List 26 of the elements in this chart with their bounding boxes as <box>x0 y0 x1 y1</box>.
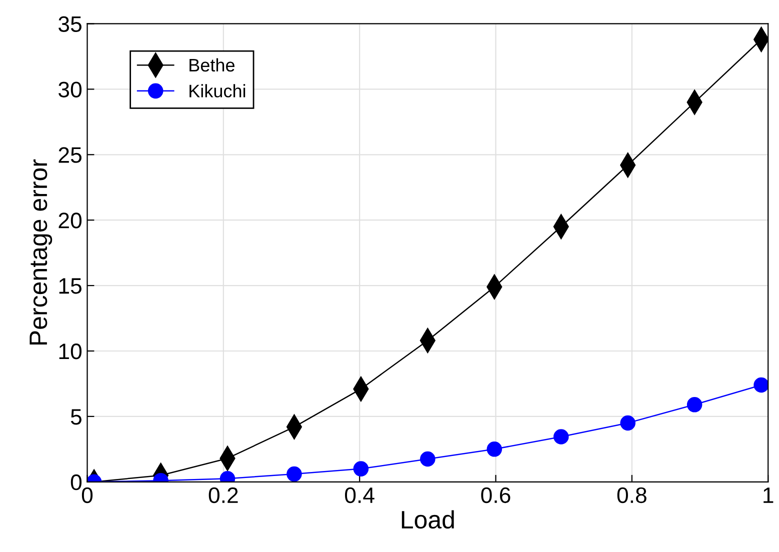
point <box>420 451 436 467</box>
x-tick-label: 0.4 <box>345 487 374 504</box>
y-tick-label: 35 <box>58 16 82 32</box>
point <box>353 461 369 476</box>
x-tick-label: 1 <box>764 488 774 503</box>
x-tick-label: 0.6 <box>481 487 510 504</box>
y-tick-label: 10 <box>59 344 82 360</box>
x-tick-label: 0 <box>82 487 93 504</box>
y-tick-label: 5 <box>70 409 82 425</box>
y-tick-label: 20 <box>58 212 82 228</box>
y-tick-label: 30 <box>58 82 82 98</box>
point <box>754 377 768 393</box>
x-tick-label: 0.8 <box>617 487 646 504</box>
x-tick-label: 0.2 <box>208 487 238 504</box>
point <box>486 442 502 457</box>
y-axis-title: Percentage error <box>30 159 52 345</box>
point <box>686 397 702 412</box>
legend-label: Bethe <box>190 58 234 72</box>
point <box>286 466 302 482</box>
y-tick-label: 0 <box>70 474 82 490</box>
y-tick-label: 25 <box>58 147 82 163</box>
point <box>620 415 636 431</box>
y-tick-label: 15 <box>59 278 82 294</box>
point <box>553 429 569 444</box>
x-axis-title: Load <box>402 510 454 529</box>
legend-label: Kikuchi <box>190 84 246 98</box>
